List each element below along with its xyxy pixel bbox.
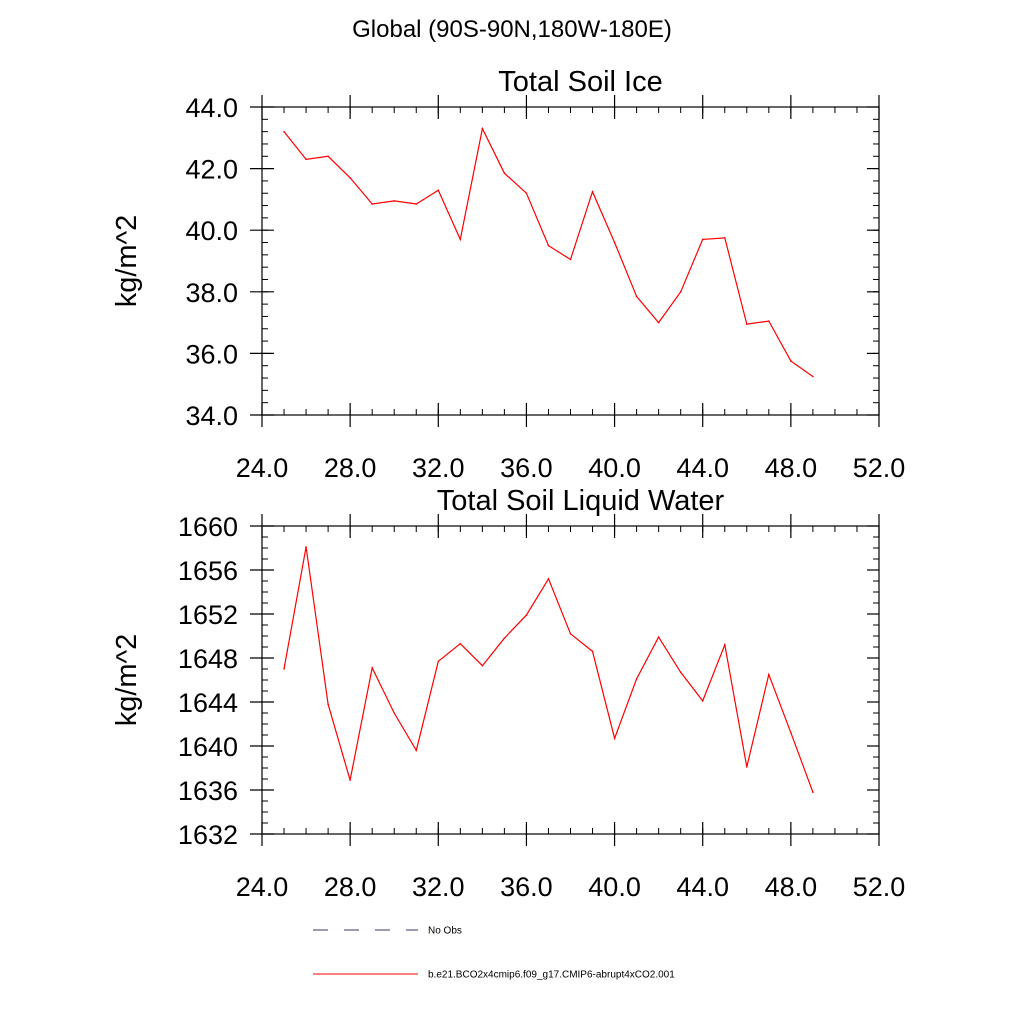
soil-liquid-water-data-point [768, 673, 770, 676]
soil-ice-x-tick-label: 40.0 [588, 453, 641, 483]
soil-ice-y-ticks [250, 106, 879, 416]
soil-liquid-water-y-tick-label: 1648 [178, 644, 238, 674]
soil-ice-x-tick-label: 52.0 [853, 453, 906, 483]
soil-ice-data-point [525, 192, 528, 195]
soil-ice-data-point [547, 244, 550, 247]
soil-liquid-water-panel: Total Soil Liquid Water kg/m^2 1632 1636 164… [111, 485, 905, 902]
soil-ice-y-tick-label: 38.0 [185, 278, 238, 308]
soil-ice-data-point [393, 200, 396, 202]
soil-liquid-water-x-tick-label: 24.0 [236, 872, 289, 902]
soil-ice-y-tick-label: 40.0 [185, 216, 238, 246]
soil-ice-data-point [679, 291, 682, 293]
soil-liquid-water-data-point [745, 766, 748, 768]
soil-ice-data-point [790, 360, 792, 362]
soil-ice-x-tick-label: 36.0 [500, 453, 553, 483]
soil-liquid-water-data-point [481, 664, 484, 667]
soil-liquid-water-y-ticks [250, 525, 879, 835]
soil-liquid-water-x-tick-label: 48.0 [765, 872, 818, 902]
soil-liquid-water-data-point [415, 749, 418, 752]
soil-liquid-water-x-tick-label: 28.0 [324, 872, 377, 902]
soil-liquid-water-data-point [613, 737, 616, 740]
soil-ice-data-point [591, 190, 594, 193]
soil-liquid-water-plot-frame [261, 525, 880, 835]
soil-liquid-water-data-point [679, 671, 682, 674]
soil-liquid-water-series-line [283, 546, 814, 793]
soil-liquid-water-y-tick-label: 1632 [178, 820, 238, 850]
soil-ice-y-axis-label: kg/m^2 [111, 215, 143, 308]
soil-liquid-water-y-tick-label: 1656 [178, 556, 238, 586]
soil-liquid-water-data-point [657, 636, 660, 638]
soil-ice-x-tick-label: 24.0 [236, 453, 289, 483]
soil-liquid-water-data-point [283, 668, 285, 670]
soil-ice-y-tick-label: 44.0 [185, 93, 238, 123]
soil-ice-data-point [657, 321, 660, 324]
soil-liquid-water-data-point [437, 660, 440, 663]
soil-liquid-water-y-tick-label: 1640 [178, 732, 238, 762]
soil-ice-data-point [503, 172, 506, 175]
soil-liquid-water-x-tick-label: 32.0 [412, 872, 465, 902]
soil-ice-data-point [723, 237, 726, 239]
soil-ice-x-ticks [261, 95, 880, 427]
soil-liquid-water-data-point [701, 700, 704, 702]
soil-ice-data-point [635, 295, 638, 298]
soil-ice-data-point [349, 177, 351, 179]
soil-ice-data-point [768, 320, 770, 322]
soil-liquid-water-data-point [591, 650, 594, 653]
soil-liquid-water-y-tick-label: 1644 [178, 688, 238, 718]
soil-liquid-water-data-point [723, 644, 726, 646]
soil-liquid-water-data-point [790, 732, 792, 734]
soil-liquid-water-data-point [305, 546, 307, 548]
soil-ice-data-point [613, 241, 616, 244]
soil-ice-x-tick-label: 28.0 [324, 453, 377, 483]
soil-ice-data-point [437, 189, 440, 191]
soil-liquid-water-data-point [459, 642, 462, 645]
soil-ice-data-point [481, 127, 484, 130]
soil-liquid-water-x-tick-label: 52.0 [853, 872, 906, 902]
soil-ice-series-line [283, 126, 814, 377]
soil-liquid-water-data-point [371, 667, 373, 669]
soil-ice-data-point [812, 375, 814, 378]
soil-ice-data-point [305, 158, 307, 161]
soil-liquid-water-x-ticks [261, 514, 880, 846]
soil-ice-plot-frame [261, 106, 880, 416]
legend: No Obs b.e21.BCO2x4cmip6.f09_g17.CMIP6-ab… [313, 926, 675, 981]
soil-ice-x-tick-label: 44.0 [676, 453, 729, 483]
soil-liquid-water-y-axis-label: kg/m^2 [111, 634, 143, 727]
soil-liquid-water-data-point [503, 637, 506, 639]
soil-ice-data-point [327, 155, 329, 158]
soil-ice-x-tick-label: 32.0 [412, 453, 465, 483]
soil-ice-data-point [371, 203, 373, 205]
soil-ice-y-tick-label: 36.0 [185, 339, 238, 369]
soil-ice-panel: Total Soil Ice kg/m^2 34.0 36.0 38.0 40.0 42.0… [111, 66, 905, 483]
soil-liquid-water-y-tick-label: 1636 [178, 776, 238, 806]
legend-label-1: No Obs [428, 926, 462, 937]
soil-liquid-water-data-point [349, 779, 351, 781]
soil-liquid-water-x-tick-label: 40.0 [588, 872, 641, 902]
soil-ice-x-tick-label: 48.0 [765, 453, 818, 483]
soil-ice-data-point [701, 238, 704, 241]
soil-ice-data-point [415, 203, 418, 205]
soil-liquid-water-x-tick-label: 44.0 [676, 872, 729, 902]
soil-ice-y-tick-label: 42.0 [185, 155, 238, 185]
soil-liquid-water-data-point [569, 633, 572, 635]
soil-liquid-water-x-tick-label: 36.0 [500, 872, 553, 902]
soil-ice-data-point [283, 130, 285, 133]
legend-label-2: b.e21.BCO2x4cmip6.f09_g17.CMIP6-abrupt4x… [428, 970, 675, 981]
soil-ice-data-point [459, 238, 462, 241]
page-title: Global (90S-90N,180W-180E) [352, 16, 672, 43]
soil-liquid-water-data-point [327, 703, 329, 705]
soil-liquid-water-title: Total Soil Liquid Water [437, 485, 725, 517]
soil-ice-data-point [745, 323, 748, 325]
soil-liquid-water-data-point [547, 578, 550, 580]
soil-ice-data-point [569, 258, 572, 261]
soil-ice-y-tick-label: 34.0 [185, 401, 238, 431]
soil-liquid-water-data-point [393, 712, 396, 714]
soil-liquid-water-data-point [635, 678, 638, 680]
soil-liquid-water-y-tick-label: 1652 [178, 600, 238, 630]
soil-liquid-water-data-point [525, 614, 528, 616]
soil-ice-title: Total Soil Ice [498, 66, 662, 98]
soil-liquid-water-data-point [812, 791, 814, 793]
soil-liquid-water-y-tick-label: 1660 [178, 512, 238, 542]
